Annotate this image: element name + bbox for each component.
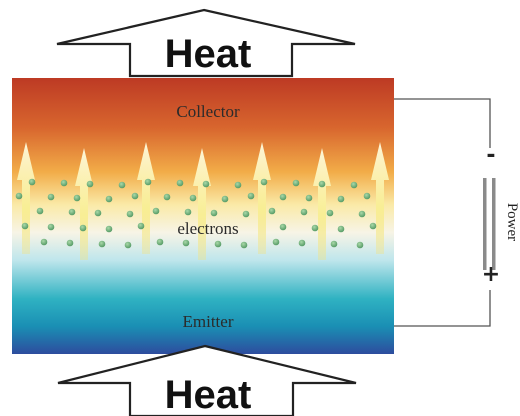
heat-ray [17, 142, 35, 254]
electron-dot [131, 192, 139, 200]
collector-label: Collector [176, 102, 240, 121]
heat-label-bottom: Heat [165, 373, 252, 416]
electron-dot [298, 239, 306, 247]
electron-dot [363, 192, 371, 200]
electron-dot [60, 179, 68, 187]
electron-dot [260, 178, 268, 186]
electron-dot [350, 181, 358, 189]
electron-dot [137, 222, 145, 230]
electron-dot [234, 181, 242, 189]
electrons-label: electrons [177, 219, 238, 238]
electron-dot [221, 195, 229, 203]
electron-dot [182, 239, 190, 247]
electron-dot [356, 241, 364, 249]
electron-cloud [15, 178, 377, 249]
electron-dot [279, 223, 287, 231]
electron-dot [369, 222, 377, 230]
heat-ray [371, 142, 389, 254]
heat-arrow-top-shape [56, 8, 356, 78]
electron-dot [337, 225, 345, 233]
device-slab: Collector electrons Emitter [12, 78, 394, 354]
heat-arrow-bottom-shape [57, 344, 357, 416]
electron-dot [268, 207, 276, 215]
electron-dot [202, 180, 210, 188]
power-circuit: - + Power [394, 98, 520, 327]
electron-dot [358, 210, 366, 218]
battery-plate-right [492, 178, 496, 270]
electron-dot [21, 222, 29, 230]
electron-dot [305, 194, 313, 202]
electron-dot [47, 193, 55, 201]
electron-dot [240, 241, 248, 249]
electron-dot [73, 194, 81, 202]
electron-dot [279, 193, 287, 201]
electron-dot [68, 208, 76, 216]
electron-dot [144, 178, 152, 186]
electron-dot [242, 210, 250, 218]
electron-dot [184, 208, 192, 216]
electron-dot [28, 178, 36, 186]
electron-dot [79, 224, 87, 232]
heat-ray [253, 142, 271, 254]
heat-ray [193, 148, 211, 260]
electron-dot [210, 209, 218, 217]
electron-dot [47, 223, 55, 231]
power-label: Power [504, 203, 520, 241]
electron-dot [176, 179, 184, 187]
negative-terminal-icon: - [486, 143, 495, 168]
electron-dot [318, 180, 326, 188]
heat-ray [137, 142, 155, 254]
electron-dot [214, 240, 222, 248]
electron-dot [292, 179, 300, 187]
electron-dot [86, 180, 94, 188]
electron-dot [330, 240, 338, 248]
electron-dot [124, 241, 132, 249]
electron-dot [118, 181, 126, 189]
heat-ray [75, 148, 93, 260]
electron-dot [36, 207, 44, 215]
electron-dot [163, 193, 171, 201]
electron-dot [66, 239, 74, 247]
emitter-label: Emitter [183, 312, 234, 331]
electron-dot [94, 209, 102, 217]
electron-dot [300, 208, 308, 216]
electron-dot [40, 238, 48, 246]
heat-arrow-top: Heat [56, 8, 356, 78]
battery-plate-left [483, 178, 487, 270]
electron-dot [311, 224, 319, 232]
electron-dot [98, 240, 106, 248]
electron-dot [326, 209, 334, 217]
electron-dot [156, 238, 164, 246]
electron-dot [152, 207, 160, 215]
heat-label-top: Heat [165, 32, 252, 76]
electron-dot [337, 195, 345, 203]
electron-dot [247, 192, 255, 200]
electron-dot [189, 194, 197, 202]
positive-terminal-icon: + [482, 262, 500, 287]
heat-rays [17, 142, 389, 260]
electron-dot [126, 210, 134, 218]
electron-dot [105, 195, 113, 203]
electron-dot [15, 192, 23, 200]
circuit-wire [394, 98, 491, 148]
circuit-wire-lower [394, 290, 491, 327]
electron-dot [272, 238, 280, 246]
heat-arrow-bottom: Heat [57, 344, 357, 416]
heat-ray [313, 148, 331, 260]
electron-dot [105, 225, 113, 233]
